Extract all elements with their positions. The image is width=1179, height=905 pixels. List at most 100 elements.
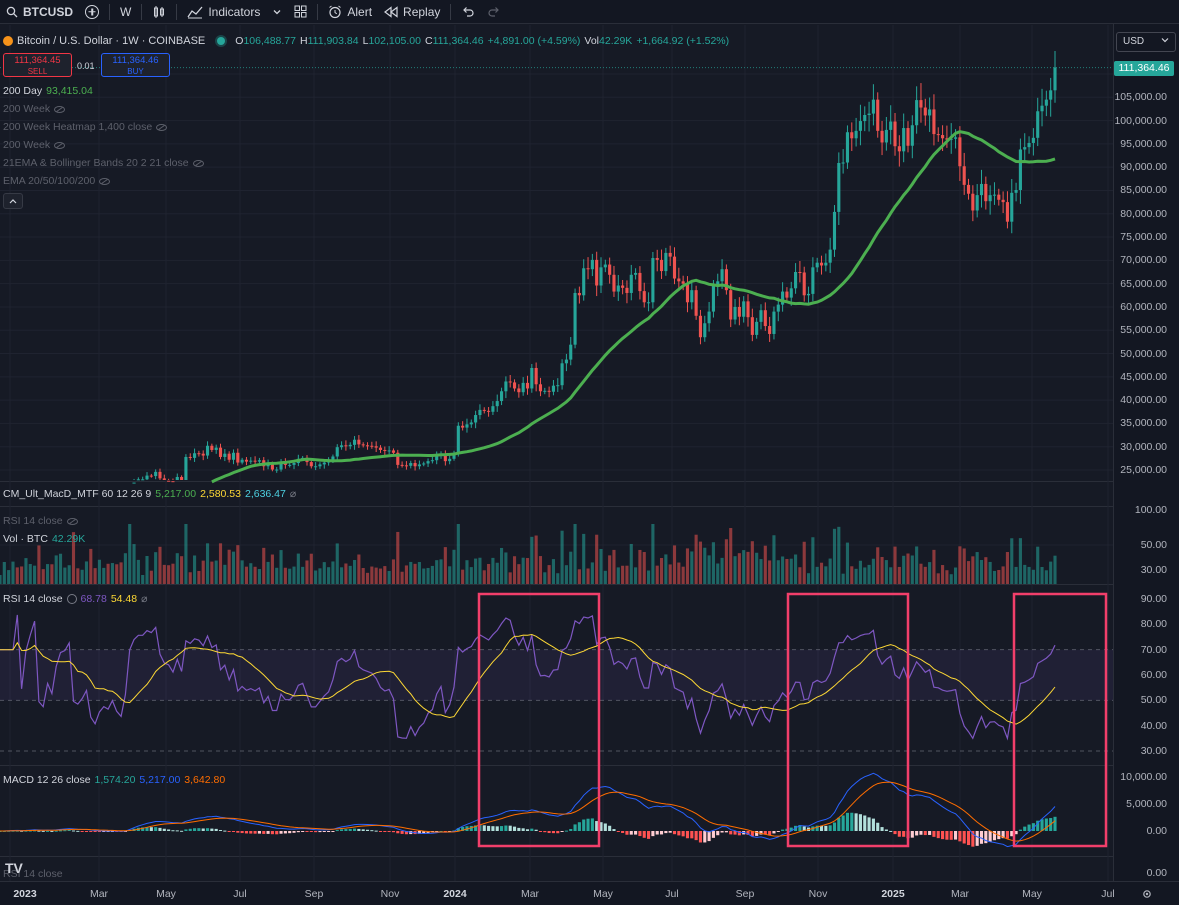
candle-body xyxy=(279,462,283,470)
volume-bar xyxy=(396,531,400,584)
time-tick-label: Sep xyxy=(304,888,324,900)
candle-body xyxy=(417,464,421,467)
ohlc-change: +4,891.00 (+4.59%) xyxy=(487,35,581,47)
macd-histogram-bar xyxy=(863,815,867,831)
time-tick-label: Jul xyxy=(233,888,247,900)
volume-bar xyxy=(806,573,811,584)
legend-rsi-value: 68.78 xyxy=(80,593,107,605)
volume-bar xyxy=(37,545,41,584)
volume-bar xyxy=(659,557,664,584)
candle-body xyxy=(785,291,789,298)
volume-bar xyxy=(850,566,854,584)
legend-bottom-rsi[interactable]: RSI 14 close xyxy=(3,868,63,880)
legend-heatmap[interactable]: 200 Week Heatmap 1,400 close xyxy=(3,121,168,133)
candle-body xyxy=(1053,67,1057,91)
macd-pane[interactable] xyxy=(0,766,1113,857)
legend-macd-mtf[interactable]: CM_Ult_MacD_MTF 60 12 26 9 5,217.00 2,58… xyxy=(3,488,296,500)
legend-rsi-hidden[interactable]: RSI 14 close xyxy=(3,515,78,527)
indicators-button[interactable]: Indicators xyxy=(181,0,266,24)
symbol-search-button[interactable]: BTCUSD xyxy=(0,0,79,24)
hidden-eye-icon[interactable] xyxy=(54,141,66,149)
volume-bar xyxy=(400,571,404,584)
macd-histogram-bar xyxy=(171,830,175,832)
legend-volume[interactable]: Vol · BTC 42.29K xyxy=(3,533,85,545)
hidden-eye-icon[interactable] xyxy=(156,123,168,131)
macd-histogram-bar xyxy=(893,831,897,835)
macd-histogram-bar xyxy=(141,827,145,831)
candle-body xyxy=(426,461,430,464)
legend-200-week[interactable]: 200 Week xyxy=(3,103,66,115)
volume-bar xyxy=(443,547,447,584)
layout-dropdown-button[interactable] xyxy=(266,0,288,24)
legend-rsi[interactable]: RSI 14 close 68.78 54.48 ⌀ xyxy=(3,593,147,605)
candle-body xyxy=(707,311,711,324)
candle-body xyxy=(595,259,599,286)
legend-200-week-2-name: 200 Week xyxy=(3,139,51,151)
compare-symbol-button[interactable] xyxy=(79,0,105,24)
chart-canvas[interactable] xyxy=(0,0,1113,881)
macd-histogram-bar xyxy=(292,831,296,833)
legend-200-day[interactable]: 200 Day 93,415.04 xyxy=(3,85,93,97)
sell-button[interactable]: 111,364.45 SELL xyxy=(3,53,72,77)
currency-select[interactable]: USD xyxy=(1116,32,1176,52)
alert-button[interactable]: Alert xyxy=(322,0,378,24)
candle-body xyxy=(625,287,629,293)
undo-button[interactable] xyxy=(455,0,481,24)
volume-pane[interactable] xyxy=(0,507,1113,585)
candle-body xyxy=(629,274,633,293)
redo-button[interactable] xyxy=(481,0,507,24)
replay-button[interactable]: Replay xyxy=(378,0,446,24)
time-tick-label: Nov xyxy=(380,888,400,900)
symbol-title[interactable]: Bitcoin / U.S. Dollar · 1W · COINBASE xyxy=(17,35,206,47)
macd-histogram-bar xyxy=(396,831,400,834)
hidden-slash-icon[interactable]: ⌀ xyxy=(289,488,297,500)
macd-mtf-pane[interactable] xyxy=(0,482,1113,507)
volume-bar xyxy=(919,563,923,584)
macd-histogram-bar xyxy=(659,831,664,835)
buy-button[interactable]: 111,364.46 BUY xyxy=(101,53,170,77)
candle-body xyxy=(370,445,374,447)
macd-histogram-bar xyxy=(889,830,893,832)
templates-button[interactable] xyxy=(288,0,313,24)
hidden-eye-icon[interactable] xyxy=(192,159,204,167)
hidden-eye-icon[interactable] xyxy=(54,105,66,113)
candle-body xyxy=(158,471,162,479)
settings-gear-icon[interactable] xyxy=(1141,888,1153,900)
collapse-legend-button[interactable] xyxy=(3,193,23,209)
macd-histogram-bar xyxy=(711,831,715,838)
volume-bar xyxy=(1010,538,1014,584)
candle-body xyxy=(141,479,145,481)
macd-histogram-bar xyxy=(266,831,270,834)
tradingview-logo[interactable]: TV xyxy=(5,860,23,876)
candle-body xyxy=(257,460,261,462)
macd-histogram-bar xyxy=(439,830,443,832)
volume-bar xyxy=(231,551,236,584)
macd-histogram-bar xyxy=(629,831,633,835)
legend-bollinger[interactable]: 21EMA & Bollinger Bands 20 2 21 close xyxy=(3,157,204,169)
candle-body xyxy=(171,481,175,483)
macd-histogram-bar xyxy=(936,831,940,839)
legend-macd[interactable]: MACD 12 26 close 1,574.20 5,217.00 3,642… xyxy=(3,774,225,786)
hidden-eye-icon[interactable] xyxy=(99,177,111,185)
hidden-slash-icon[interactable]: ⌀ xyxy=(141,593,148,605)
interval-button[interactable]: W xyxy=(114,0,137,24)
hidden-eye-icon[interactable] xyxy=(66,517,78,525)
macd-histogram-bar xyxy=(383,831,387,832)
legend-ema[interactable]: EMA 20/50/100/200 xyxy=(3,175,111,187)
volume-bar xyxy=(1031,569,1035,584)
legend-200-week-2[interactable]: 200 Week xyxy=(3,139,66,151)
price-pane[interactable] xyxy=(0,25,1113,482)
candle-body xyxy=(487,410,491,412)
volume-bar xyxy=(71,532,76,584)
chart-type-button[interactable] xyxy=(146,0,172,24)
volume-bar xyxy=(301,566,305,584)
price-tick-label: 100,000.00 xyxy=(1114,114,1167,127)
volume-tick-label: 30.00 xyxy=(1140,564,1167,576)
macd-histogram-bar xyxy=(400,831,404,834)
macd-histogram-bar xyxy=(175,830,179,832)
volume-bar xyxy=(902,555,906,584)
price-axis[interactable]: 105,000.00 100,000.00 95,000.00 90,000.00 85… xyxy=(1113,24,1179,881)
rsi-pane[interactable] xyxy=(0,585,1113,766)
candle-body xyxy=(902,128,906,152)
time-axis[interactable]: 2023 Mar May Jul Sep Nov 2024 Mar May Jul Sep Nov 20… xyxy=(0,881,1179,905)
